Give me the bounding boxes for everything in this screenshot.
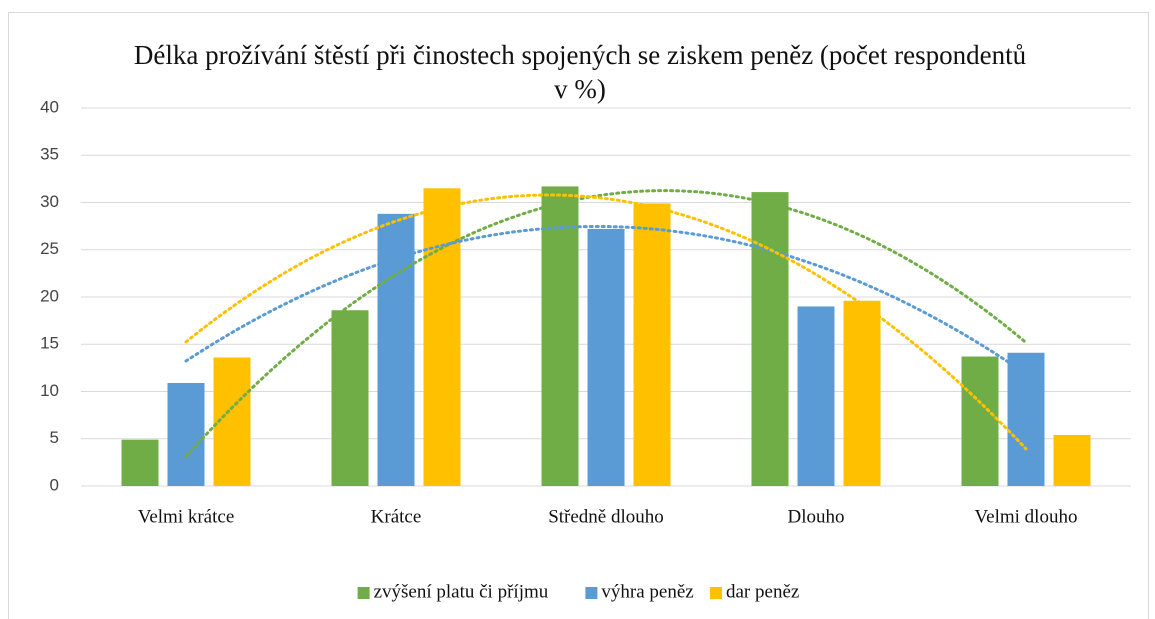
bar bbox=[797, 306, 835, 486]
bar bbox=[1007, 352, 1045, 486]
bar bbox=[541, 186, 579, 486]
x-tick-label: Dlouho bbox=[788, 506, 845, 527]
trendline bbox=[184, 193, 1028, 451]
y-tick-label: 20 bbox=[40, 286, 59, 305]
bar bbox=[121, 439, 159, 486]
bar bbox=[961, 356, 999, 486]
legend-swatch bbox=[585, 587, 598, 599]
y-tick-label: 40 bbox=[40, 97, 59, 116]
legend-swatch bbox=[710, 587, 722, 599]
bar bbox=[751, 192, 789, 487]
legend-swatch bbox=[357, 587, 370, 599]
y-tick-label: 15 bbox=[40, 334, 59, 353]
legend-label: zvýšení platu či příjmu bbox=[374, 581, 549, 602]
y-tick-label: 35 bbox=[40, 145, 59, 164]
y-tick-label: 5 bbox=[50, 428, 59, 447]
y-tick-label: 25 bbox=[40, 239, 59, 258]
bar bbox=[331, 310, 369, 486]
x-tick-label: Velmi krátce bbox=[138, 506, 235, 527]
x-tick-label: Velmi dlouho bbox=[975, 506, 1078, 527]
bar bbox=[423, 188, 461, 486]
y-tick-label: 0 bbox=[50, 475, 59, 494]
legend-label: výhra peněz bbox=[601, 581, 693, 602]
bar bbox=[843, 300, 881, 486]
bar bbox=[1053, 434, 1091, 486]
bar bbox=[633, 203, 671, 486]
bar bbox=[587, 228, 625, 486]
bar bbox=[167, 382, 205, 486]
x-tick-label: Středně dlouho bbox=[548, 506, 664, 527]
y-tick-label: 10 bbox=[40, 381, 59, 400]
chart-border bbox=[8, 12, 1149, 619]
x-tick-label: Krátce bbox=[371, 506, 422, 527]
legend-label: dar peněz bbox=[726, 581, 799, 602]
y-tick-label: 30 bbox=[40, 192, 59, 211]
trendline bbox=[184, 225, 1028, 376]
chart-title: Délka prožívání štěstí při činostech spo… bbox=[133, 40, 1027, 104]
trendline bbox=[184, 189, 1028, 458]
